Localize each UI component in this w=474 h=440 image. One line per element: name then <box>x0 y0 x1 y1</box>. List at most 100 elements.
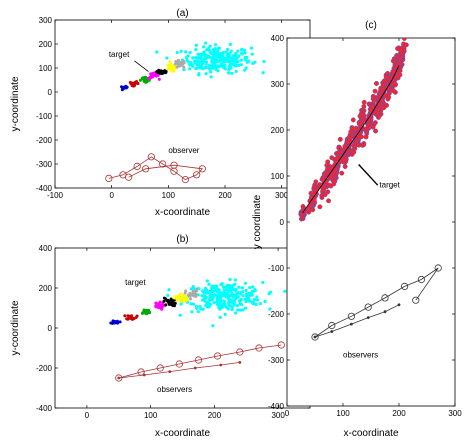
target-sample-point <box>234 63 238 68</box>
track-sample-point <box>123 314 127 318</box>
target-sample-point <box>397 60 402 66</box>
target-sample-point <box>217 288 221 292</box>
observer-position-dot <box>330 330 334 333</box>
track-sample-point <box>127 316 131 320</box>
target-sample-point <box>239 51 244 55</box>
target-sample-point <box>252 297 257 302</box>
annotation-label: observer <box>168 146 199 155</box>
observer-position-dot <box>193 366 197 370</box>
target-sample-point <box>380 83 386 89</box>
target-sample-point <box>239 291 243 296</box>
target-sample-point <box>244 288 248 292</box>
track-sample-point <box>138 78 142 82</box>
target-sample-point <box>341 156 347 162</box>
y-tick-label: 200 <box>39 284 53 293</box>
y-tick-label: -200 <box>268 310 285 319</box>
target-sample-point <box>331 179 337 184</box>
target-sample-point <box>361 142 367 148</box>
plot-area <box>54 247 311 409</box>
y-tick-label: -400 <box>268 402 285 411</box>
observer-position-marker <box>417 275 425 284</box>
target-sample-point <box>209 70 213 74</box>
target-sample-point <box>357 121 362 127</box>
track-sample-point <box>157 77 161 81</box>
track-sample-point <box>192 290 196 294</box>
track-sample-point <box>129 314 133 318</box>
observer-position-marker <box>159 160 167 168</box>
target-sample-point <box>194 56 198 60</box>
target-sample-point <box>322 185 328 191</box>
target-sample-point <box>229 65 233 70</box>
observer-position-marker <box>181 176 189 184</box>
target-sample-point <box>361 103 367 109</box>
target-sample-point <box>218 315 222 319</box>
track-sample-point <box>149 74 153 78</box>
target-sample-point <box>188 67 192 71</box>
target-sample-point <box>243 51 247 55</box>
target-sample-point <box>248 285 252 290</box>
track-sample-point <box>166 63 170 67</box>
target-sample-point <box>233 278 237 282</box>
observer-position-dot <box>142 373 146 377</box>
target-sample-point <box>179 302 183 306</box>
target-sample-point <box>373 110 379 115</box>
panel-c: 0 100 200 300-400-300-200-1000100200300400(… <box>252 20 462 439</box>
target-sample-point <box>383 93 389 99</box>
target-sample-point <box>236 295 240 299</box>
target-sample-point <box>188 50 192 55</box>
target-sample-point <box>374 80 379 86</box>
y-tick-label: 100 <box>271 172 285 181</box>
y-tick-label: 0 <box>280 218 285 227</box>
target-sample-point <box>211 324 215 328</box>
target-sample-point <box>392 82 398 88</box>
track-sample-point <box>114 321 118 325</box>
target-sample-point <box>204 290 208 294</box>
target-sample-point <box>365 124 371 130</box>
target-sample-point <box>199 307 203 311</box>
target-sample-point <box>215 300 219 304</box>
target-sample-point <box>178 313 182 317</box>
target-sample-point <box>208 67 212 71</box>
observer-position-marker <box>434 264 442 272</box>
target-sample-point <box>193 61 197 65</box>
target-sample-point <box>324 167 330 173</box>
target-sample-point <box>234 69 238 73</box>
target-sample-point <box>235 304 240 308</box>
y-tick-label: 0 <box>48 324 53 333</box>
track-sample-point <box>180 297 184 301</box>
plot-area <box>54 19 311 189</box>
x-axis-label: x-coordinate <box>155 428 210 439</box>
target-sample-point <box>371 97 377 103</box>
target-sample-point <box>234 311 238 315</box>
target-sample-point <box>211 289 215 294</box>
target-sample-point <box>198 60 202 65</box>
target-sample-point <box>237 285 241 289</box>
observer-position-dot <box>366 316 370 320</box>
track-sample-point <box>124 86 128 90</box>
target-sample-point <box>267 292 271 296</box>
x-tick-label: 300 <box>271 411 285 420</box>
annotation-label: target <box>125 278 146 287</box>
target-sample-point <box>248 293 252 297</box>
target-sample-point <box>238 308 243 312</box>
target-sample-point <box>230 293 234 297</box>
target-sample-point <box>166 293 170 297</box>
target-sample-point <box>317 204 323 210</box>
target-sample-point <box>233 53 237 57</box>
target-sample-point <box>217 294 221 299</box>
target-sample-point <box>226 283 230 287</box>
target-sample-point <box>207 282 211 286</box>
target-sample-point <box>214 286 218 291</box>
track-sample-point <box>122 85 126 89</box>
track-sample-point <box>136 81 140 85</box>
observer-position-marker <box>175 360 183 368</box>
target-sample-point <box>165 56 169 60</box>
track-sample-point <box>179 299 183 303</box>
target-sample-point <box>211 52 215 56</box>
target-sample-point <box>237 63 241 67</box>
target-sample-point <box>218 56 222 60</box>
target-sample-point <box>195 66 199 70</box>
target-sample-point <box>227 60 231 64</box>
track-sample-point <box>162 299 166 303</box>
track-sample-point <box>175 298 179 302</box>
